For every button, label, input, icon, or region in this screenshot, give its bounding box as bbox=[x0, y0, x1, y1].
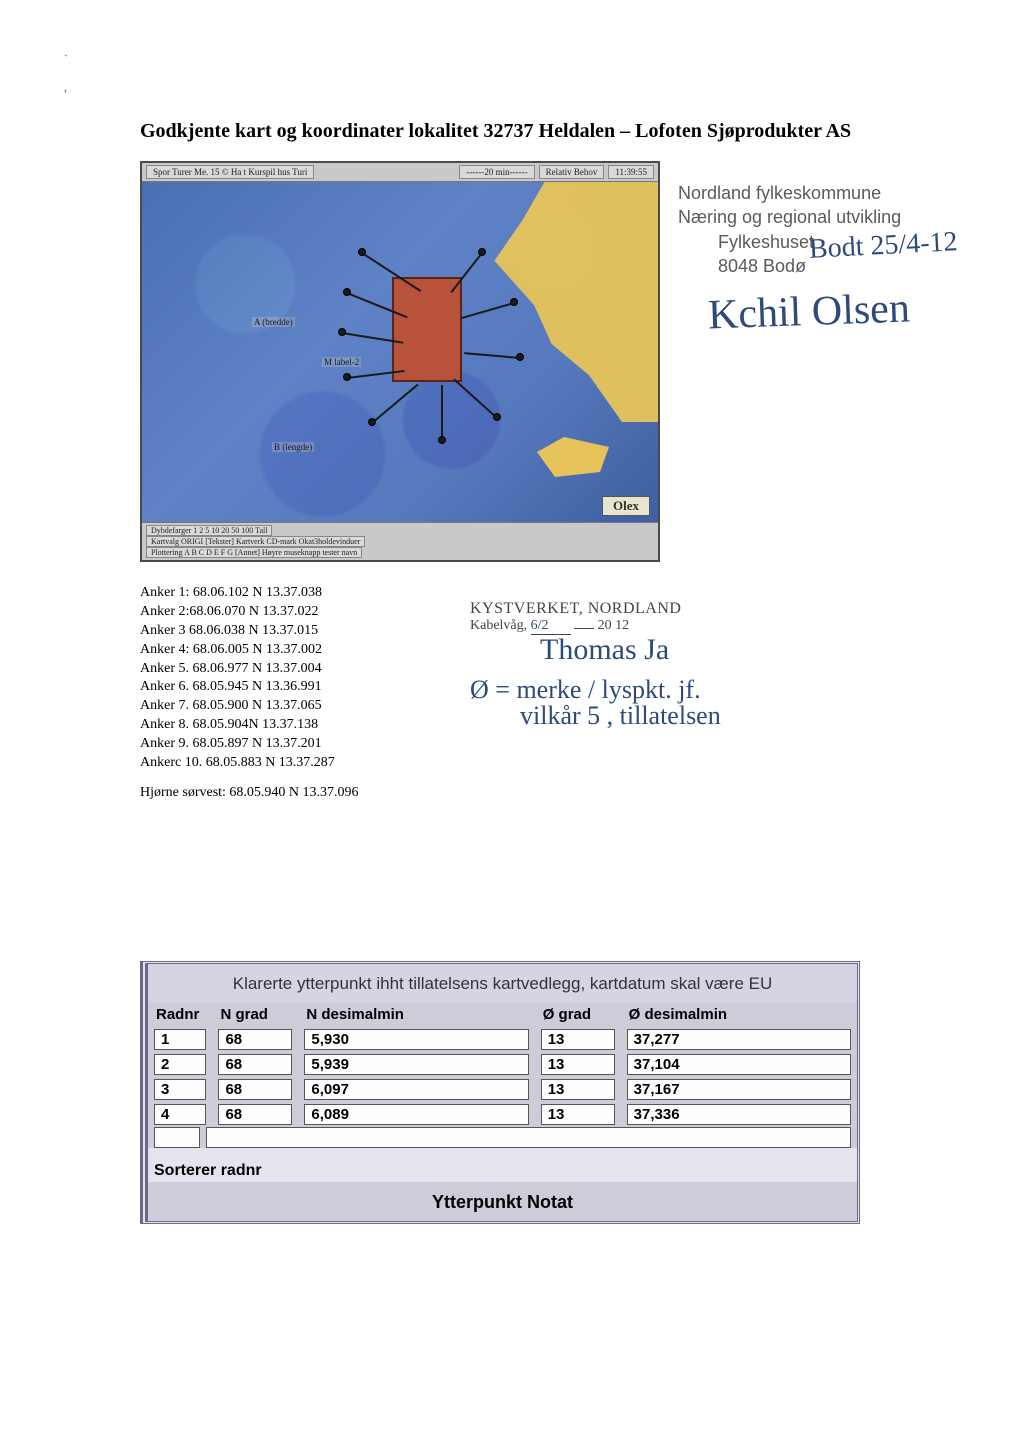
th-ndec: N desimalmin bbox=[298, 1002, 534, 1027]
th-odec: Ø desimalmin bbox=[621, 1002, 857, 1027]
handwritten-date: Bodt 25/4-12 bbox=[809, 223, 959, 269]
cell-odec[interactable]: 37,104 bbox=[627, 1054, 851, 1075]
cell-radnr[interactable]: 4 bbox=[154, 1104, 206, 1125]
cell-radnr[interactable]: 1 bbox=[154, 1029, 206, 1050]
kyst-signature: Thomas Ja bbox=[470, 633, 830, 667]
stamp-line1: Nordland fylkeskommune bbox=[678, 181, 938, 205]
table-row: 4 68 6,089 13 37,336 bbox=[148, 1102, 857, 1127]
page-title: Godkjente kart og koordinater lokalitet … bbox=[140, 120, 954, 143]
map-bottombar: Dybdefarger 1 2 5 10 20 50 100 Tall Kart… bbox=[142, 522, 658, 560]
cell-ndec[interactable]: 6,089 bbox=[304, 1104, 528, 1125]
toolbar-left-group[interactable]: Spor Turer Me. 15 © Ha t Kurspil hus Tur… bbox=[146, 165, 314, 179]
bottombar-row2[interactable]: Kartvalg ORIGI [Tekster] Kartverk CD-mar… bbox=[146, 536, 365, 547]
bottombar-row3[interactable]: Plottering A B C D E F G [Annet] Høyre m… bbox=[146, 547, 362, 558]
anchor-line: Anker 9. 68.05.897 N 13.37.201 bbox=[140, 735, 954, 754]
cell-ngrad[interactable]: 68 bbox=[218, 1104, 292, 1125]
kyst-title: KYSTVERKET, NORDLAND bbox=[470, 600, 830, 618]
cell-radnr[interactable]: 2 bbox=[154, 1054, 206, 1075]
kyst-year: 20 12 bbox=[598, 618, 630, 633]
scan-artifact: , bbox=[64, 80, 67, 95]
sorter-label: Sorterer radnr bbox=[148, 1148, 857, 1182]
olex-badge: Olex bbox=[602, 496, 650, 516]
cell-ndec[interactable]: 5,939 bbox=[304, 1054, 528, 1075]
table-row: 1 68 5,930 13 37,277 bbox=[148, 1027, 857, 1052]
corner-southwest: Hjørne sørvest: 68.05.940 N 13.37.096 bbox=[140, 785, 954, 801]
map-toolbar: Spor Turer Me. 15 © Ha t Kurspil hus Tur… bbox=[142, 163, 658, 182]
cell-ndec[interactable]: 5,930 bbox=[304, 1029, 528, 1050]
scan-artifact: ` bbox=[64, 52, 68, 67]
table-row: 3 68 6,097 13 37,167 bbox=[148, 1077, 857, 1102]
cell-ngrad[interactable]: 68 bbox=[218, 1079, 292, 1100]
cell-odec[interactable]: 37,336 bbox=[627, 1104, 851, 1125]
bottombar-row1[interactable]: Dybdefarger 1 2 5 10 20 50 100 Tall bbox=[146, 525, 272, 536]
kyst-note2: vilkår 5 , tillatelsen bbox=[470, 701, 830, 731]
cell-ngrad[interactable]: 68 bbox=[218, 1054, 292, 1075]
cell-odec[interactable]: 37,277 bbox=[627, 1029, 851, 1050]
map-label-a: A (bredde) bbox=[252, 317, 295, 327]
toolbar-time: 11:39:55 bbox=[608, 165, 654, 179]
cell-ograd[interactable]: 13 bbox=[541, 1029, 615, 1050]
coord-table: Radnr N grad N desimalmin Ø grad Ø desim… bbox=[148, 1002, 857, 1182]
toolbar-right[interactable]: Relativ Behov bbox=[539, 165, 605, 179]
anchor-dot bbox=[438, 436, 446, 444]
coordinate-panel: Klarerte ytterpunkt ihht tillatelsens ka… bbox=[140, 961, 860, 1224]
anchor-dot bbox=[510, 298, 518, 306]
anchor-dot bbox=[338, 328, 346, 336]
kystverket-stamp: KYSTVERKET, NORDLAND Kabelvåg, 6/2 20 12… bbox=[470, 600, 830, 731]
cell-odec[interactable]: 37,167 bbox=[627, 1079, 851, 1100]
map-label-b: B (lengde) bbox=[272, 442, 314, 452]
signature: Kchil Olsen bbox=[677, 280, 939, 346]
anchor-dot bbox=[516, 353, 524, 361]
cell-ograd[interactable]: 13 bbox=[541, 1054, 615, 1075]
ytterpunkt-title: Ytterpunkt Notat bbox=[148, 1182, 857, 1221]
cell-ograd[interactable]: 13 bbox=[541, 1079, 615, 1100]
th-ograd: Ø grad bbox=[535, 1002, 621, 1027]
anchor-dot bbox=[343, 288, 351, 296]
th-ngrad: N grad bbox=[212, 1002, 298, 1027]
anchor-line: Ankerc 10. 68.05.883 N 13.37.287 bbox=[140, 754, 954, 773]
map-frame: Spor Turer Me. 15 © Ha t Kurspil hus Tur… bbox=[140, 161, 660, 562]
anchor-dot bbox=[343, 373, 351, 381]
coord-caption: Klarerte ytterpunkt ihht tillatelsens ka… bbox=[148, 964, 857, 1002]
cell-radnr[interactable]: 3 bbox=[154, 1079, 206, 1100]
anchor-dot bbox=[358, 248, 366, 256]
toolbar-mid: ------20 min------ bbox=[459, 165, 534, 179]
cell-ndec[interactable]: 6,097 bbox=[304, 1079, 528, 1100]
map-label-m: M label-2 bbox=[322, 357, 361, 367]
table-row: 2 68 5,939 13 37,104 bbox=[148, 1052, 857, 1077]
anchor-dot bbox=[493, 413, 501, 421]
anchor-dot bbox=[478, 248, 486, 256]
cell-ngrad[interactable]: 68 bbox=[218, 1029, 292, 1050]
anchor-line-graphic bbox=[441, 385, 443, 441]
kyst-place: Kabelvåg, bbox=[470, 618, 527, 633]
cell-ograd[interactable]: 13 bbox=[541, 1104, 615, 1125]
map-canvas[interactable]: A (bredde) M label-2 B (lengde) Olex bbox=[142, 182, 658, 522]
th-radnr: Radnr bbox=[148, 1002, 212, 1027]
received-stamp: Nordland fylkeskommune Næring og regiona… bbox=[678, 161, 938, 341]
anchor-dot bbox=[368, 418, 376, 426]
